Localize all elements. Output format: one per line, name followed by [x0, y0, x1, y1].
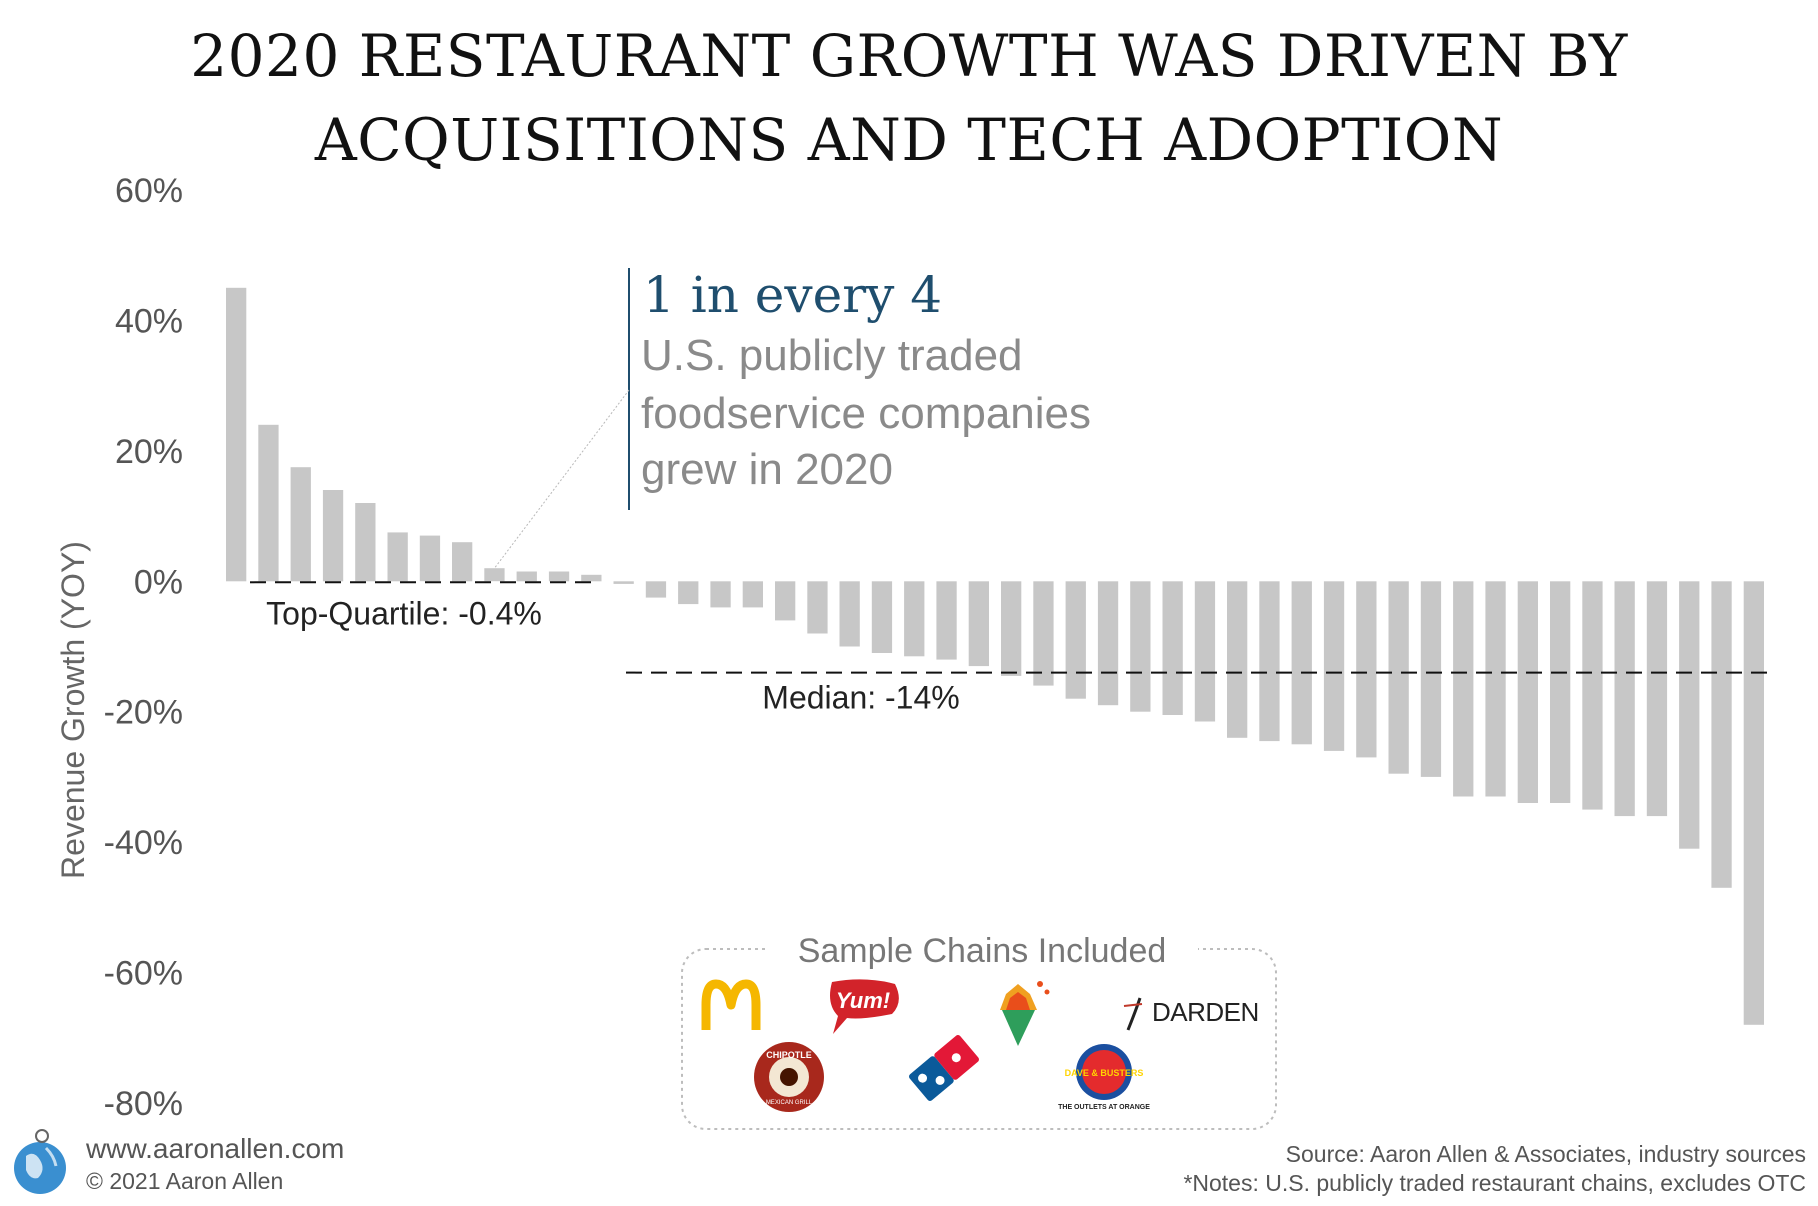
bars-group	[226, 287, 1764, 1025]
darden-logo: DARDEN	[1123, 997, 1259, 1031]
bar	[1420, 581, 1442, 777]
annotation-line-1: U.S. publicly traded	[641, 331, 1023, 380]
bar	[968, 581, 989, 667]
sample-chains-box: Sample Chains Included Yum! DARDEN	[681, 928, 1277, 1130]
y-tick-label: -20%	[104, 694, 183, 732]
bar	[904, 581, 925, 657]
bar	[710, 581, 731, 608]
chipotle-logo-subtext: MEXICAN GRILL	[766, 1100, 813, 1106]
title-line-2: ACQUISITIONS AND TECH ADOPTION	[314, 106, 1504, 174]
bar	[936, 581, 957, 660]
dave-busters-logo-subtext: THE OUTLETS AT ORANGE	[1058, 1104, 1150, 1111]
bar	[839, 581, 860, 647]
wingstop-logo	[1000, 981, 1050, 1046]
bar	[355, 503, 376, 582]
bar	[871, 581, 893, 653]
footer-left: www.aaronallen.com © 2021 Aaron Allen	[86, 1132, 344, 1196]
bar	[452, 542, 473, 582]
bar	[1614, 581, 1635, 817]
dave-busters-logo: DAVE & BUSTERS THE OUTLETS AT ORANGE	[1058, 1044, 1150, 1111]
annotation-headline: 1 in every 4	[643, 266, 942, 324]
callout-leader-line	[494, 389, 630, 569]
bar	[807, 581, 828, 634]
bar	[484, 568, 505, 582]
chipotle-logo: CHIPOTLE MEXICAN GRILL	[754, 1042, 824, 1112]
footer-right: Source: Aaron Allen & Associates, indust…	[1183, 1140, 1806, 1198]
globe-logo	[14, 1129, 66, 1194]
bar	[775, 581, 796, 621]
bar	[645, 581, 667, 598]
top-quartile-label: Top-Quartile: -0.4%	[266, 595, 542, 631]
bar	[548, 571, 570, 582]
sample-chains-title: Sample Chains Included	[798, 932, 1167, 970]
bar	[516, 571, 537, 582]
darden-logo-text: DARDEN	[1152, 997, 1259, 1027]
bar	[1001, 581, 1022, 676]
bar	[387, 532, 408, 582]
bar	[1323, 581, 1345, 751]
bar	[1097, 581, 1119, 706]
bar	[1065, 581, 1086, 699]
bar	[678, 581, 699, 605]
bar	[581, 574, 602, 582]
bar	[1033, 581, 1054, 686]
bar	[1485, 581, 1506, 797]
y-tick-label: 20%	[115, 433, 183, 471]
y-tick-label: 60%	[115, 172, 183, 210]
bar	[1356, 581, 1377, 758]
bar	[1227, 581, 1248, 738]
annotation-line-3: grew in 2020	[641, 445, 893, 494]
annotation-callout: 1 in every 4 U.S. publicly traded foodse…	[494, 266, 1091, 569]
bar	[1259, 581, 1280, 742]
bar	[290, 467, 311, 582]
bar	[1162, 581, 1183, 715]
annotation-line-2: foodservice companies	[641, 389, 1091, 438]
y-tick-label: 0%	[134, 563, 183, 601]
title-line-1: 2020 RESTAURANT GROWTH WAS DRIVEN BY	[190, 22, 1628, 90]
bar	[1711, 581, 1732, 888]
footer-copyright: © 2021 Aaron Allen	[86, 1168, 284, 1194]
bar	[1388, 581, 1409, 774]
bar	[258, 424, 279, 582]
reference-lines: Top-Quartile: -0.4% Median: -14%	[250, 581, 1768, 716]
chart-title: 2020 RESTAURANT GROWTH WAS DRIVEN BY ACQ…	[0, 14, 1818, 182]
bar	[419, 535, 441, 582]
bar	[742, 581, 763, 608]
median-label: Median: -14%	[762, 680, 959, 716]
y-tick-label: 40%	[115, 302, 183, 340]
bar	[226, 287, 247, 582]
y-axis-ticks: 60% 40% 20% 0% -20% -40% -60% -80%	[104, 172, 183, 1123]
dave-busters-logo-text: DAVE & BUSTERS	[1065, 1068, 1144, 1078]
y-axis-label: Revenue Growth (YOY)	[55, 541, 91, 879]
bar	[322, 490, 344, 582]
footer-notes: *Notes: U.S. publicly traded restaurant …	[1183, 1170, 1806, 1196]
sample-chains-title-bg	[766, 928, 1198, 970]
bar	[1130, 581, 1151, 712]
bar	[1517, 581, 1538, 803]
bar	[1194, 581, 1216, 722]
bar	[1291, 581, 1312, 745]
dominos-logo	[909, 1034, 979, 1102]
yum-logo-text: Yum!	[836, 988, 890, 1013]
y-tick-label: -60%	[104, 955, 183, 993]
bar	[1550, 581, 1571, 803]
footer-website: www.aaronallen.com	[86, 1133, 345, 1164]
bar	[1453, 581, 1474, 797]
bar	[1646, 581, 1668, 817]
mcdonalds-logo	[701, 979, 761, 1030]
y-tick-label: -40%	[104, 824, 183, 862]
bar	[1582, 581, 1603, 810]
footer-source: Source: Aaron Allen & Associates, indust…	[1285, 1141, 1806, 1167]
chipotle-logo-text: CHIPOTLE	[766, 1050, 812, 1060]
yum-logo: Yum!	[830, 979, 899, 1034]
bar	[613, 581, 634, 584]
bar	[1743, 581, 1764, 1025]
bar	[1679, 581, 1700, 849]
y-tick-label: -80%	[104, 1085, 183, 1123]
